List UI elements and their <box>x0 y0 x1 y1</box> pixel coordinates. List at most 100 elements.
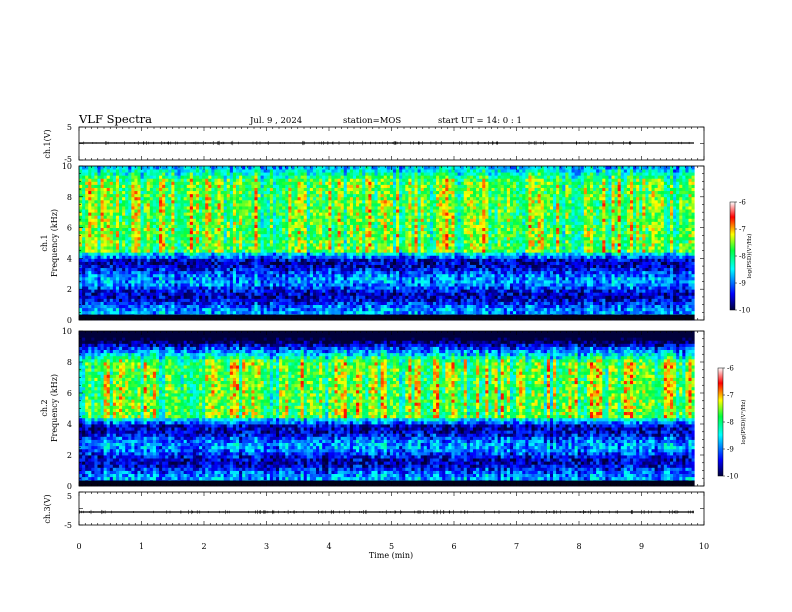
spectrogram-cell <box>300 292 305 296</box>
spectrogram-cell <box>679 301 683 305</box>
spectrogram-cell <box>254 298 258 302</box>
spectrogram-cell <box>276 279 280 284</box>
spectrogram-cell <box>91 273 95 278</box>
spectrogram-cell <box>571 255 575 259</box>
spectrogram-cell <box>673 249 677 253</box>
spectrogram-cell <box>229 255 234 259</box>
spectrogram-cell <box>294 286 298 290</box>
spectrogram-cell <box>346 270 351 275</box>
spectrogram-cell <box>525 270 529 275</box>
spectrogram-cell <box>288 289 292 293</box>
spectrogram-cell <box>445 273 449 278</box>
spectrogram-cell <box>97 276 101 281</box>
spectrogram-cell <box>645 249 649 253</box>
spectrogram-cell <box>534 307 539 312</box>
spectrogram-cell <box>439 261 443 265</box>
spectrogram-cell <box>519 267 523 272</box>
spectrogram-cell <box>451 292 455 296</box>
spectrogram-cell <box>497 310 502 315</box>
spectrogram-cell <box>334 310 338 315</box>
spectrogram-cell <box>469 261 474 265</box>
spectrogram-cell <box>688 289 692 293</box>
spectrogram-cell <box>417 258 422 262</box>
spectrogram-cell <box>402 258 406 262</box>
spectrogram-cell <box>122 255 126 259</box>
spectrogram-cell <box>79 301 83 305</box>
spectrogram-cell <box>553 255 557 259</box>
spectrogram-cell <box>611 286 615 290</box>
spectrogram-cell <box>316 273 320 278</box>
spectrogram-cell <box>568 270 572 275</box>
spectrogram-cell <box>91 267 95 272</box>
spectrogram-cell <box>442 304 446 309</box>
spectrogram-cell <box>328 279 332 284</box>
spectrogram-cell <box>356 283 360 287</box>
spectrogram-cell <box>402 310 406 315</box>
spectrogram-cell <box>269 304 274 309</box>
spectrogram-cell <box>537 261 542 265</box>
spectrogram-cell <box>691 252 696 256</box>
spectrogram-cell <box>488 264 492 269</box>
spectrogram-cell <box>325 292 329 296</box>
spectrogram-cell <box>300 249 305 253</box>
spectrogram-cell <box>177 258 181 262</box>
spectrogram-cell <box>476 258 480 262</box>
spectrogram-cell <box>362 258 366 262</box>
spectrogram-cell <box>479 276 483 281</box>
spectrogram-cell <box>500 298 505 302</box>
spectrogram-cell <box>534 270 539 275</box>
spectrogram-cell <box>670 307 674 312</box>
spectrogram-cell <box>423 249 428 253</box>
spectrogram-cell <box>670 264 674 269</box>
spectrogram-cell <box>91 270 95 275</box>
spectrogram-cell <box>368 298 372 302</box>
spectrogram-cell <box>593 286 597 290</box>
spectrogram-cell <box>417 273 422 278</box>
spectrogram-cell <box>337 261 342 265</box>
spectrogram-cell <box>291 276 295 281</box>
spectrogram-cell <box>306 279 311 284</box>
spectrogram-cell <box>602 258 606 262</box>
spectrogram-cell <box>411 286 415 290</box>
spectrogram-cell <box>266 252 271 256</box>
spectrogram-cell <box>426 295 431 299</box>
spectrogram-cell <box>85 307 89 312</box>
spectrogram-cell <box>272 267 277 272</box>
spectrogram-cell <box>312 276 317 281</box>
spectrogram-cell <box>439 252 443 256</box>
spectrogram-cell <box>112 258 117 262</box>
spectrogram-cell <box>288 295 292 299</box>
spectrogram-cell <box>426 283 431 287</box>
spectrogram-cell <box>451 261 455 265</box>
spectrogram-cell <box>574 307 579 312</box>
spectrogram-cell <box>334 249 338 253</box>
spectrogram-cell <box>466 301 471 305</box>
spectrogram-cell <box>426 273 431 278</box>
spectrogram-cell <box>666 286 671 290</box>
spectrogram-cell <box>543 258 548 262</box>
spectrogram-cell <box>568 310 572 315</box>
spectrogram-cell <box>269 295 274 299</box>
spectrogram-cell <box>685 255 689 259</box>
spectrogram-cell <box>562 261 566 265</box>
spectrogram-cell <box>589 261 594 265</box>
spectrogram-cell <box>543 292 548 296</box>
spectrogram-cell <box>162 273 166 278</box>
spectrogram-cell <box>374 249 378 253</box>
spectrogram-cell <box>574 298 579 302</box>
spectrogram-cell <box>134 258 138 262</box>
spectrogram-cell <box>380 258 385 262</box>
spectrogram-cell <box>276 261 280 265</box>
spectrogram-cell <box>386 258 391 262</box>
spectrogram-cell <box>500 301 505 305</box>
spectrogram-cell <box>408 283 412 287</box>
spectrogram-cell <box>460 249 465 253</box>
spectrogram-cell <box>242 276 246 281</box>
spectrogram-cell <box>103 276 108 281</box>
spectrogram-cell <box>377 249 382 253</box>
spectrogram-cell <box>282 289 286 293</box>
spectrogram-cell <box>565 304 569 309</box>
spectrogram-cell <box>146 301 151 305</box>
spectrogram-cell <box>162 249 166 253</box>
spectrogram-cell <box>155 270 160 275</box>
